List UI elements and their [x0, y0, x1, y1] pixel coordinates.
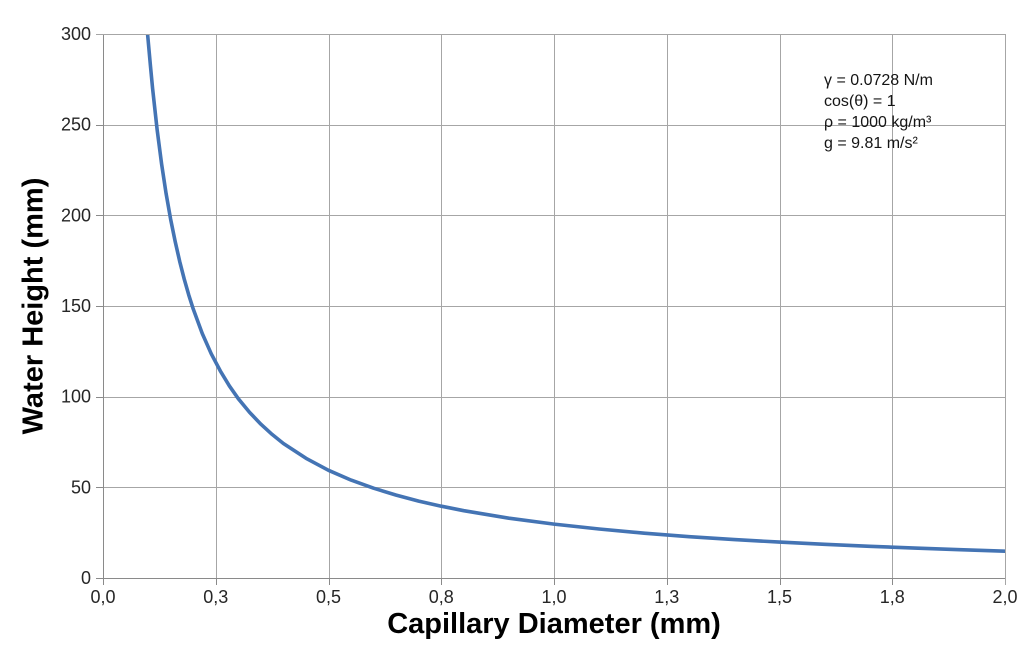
x-axis-title: Capillary Diameter (mm) [387, 608, 721, 640]
y-tick-label: 150 [61, 296, 91, 316]
annotation-line-gamma: γ = 0.0728 N/m [824, 72, 933, 89]
annotation-line-cos-theta: cos(θ) = 1 [824, 93, 896, 110]
y-tick-label: 100 [61, 387, 91, 407]
x-tick-label: 0,3 [203, 587, 228, 607]
y-tick-labels: 0 50 100 150 200 250 300 [61, 24, 91, 588]
x-tick-label: 0,5 [316, 587, 341, 607]
capillary-rise-line [145, 34, 1005, 554]
y-tick-label: 200 [61, 205, 91, 225]
y-tick-label: 300 [61, 24, 91, 44]
x-tick-label: 2,0 [992, 587, 1017, 607]
parameter-annotation: γ = 0.0728 N/m cos(θ) = 1 ρ = 1000 kg/m³… [824, 70, 933, 154]
x-tick-label: 1,0 [541, 587, 566, 607]
annotation-line-g: g = 9.81 m/s² [824, 135, 918, 152]
x-tick-label: 1,3 [654, 587, 679, 607]
plot-border [96, 34, 1006, 585]
x-tick-label: 0,0 [90, 587, 115, 607]
annotation-line-rho: ρ = 1000 kg/m³ [824, 114, 932, 131]
y-tick-label: 50 [71, 477, 91, 497]
x-tick-label: 0,8 [429, 587, 454, 607]
x-tick-label: 1,5 [767, 587, 792, 607]
x-tick-label: 1,8 [880, 587, 905, 607]
x-tick-labels: 0,0 0,3 0,5 0,8 1,0 1,3 1,5 1,8 2,0 [90, 587, 1017, 607]
y-tick-label: 0 [81, 568, 91, 588]
y-tick-label: 250 [61, 115, 91, 135]
